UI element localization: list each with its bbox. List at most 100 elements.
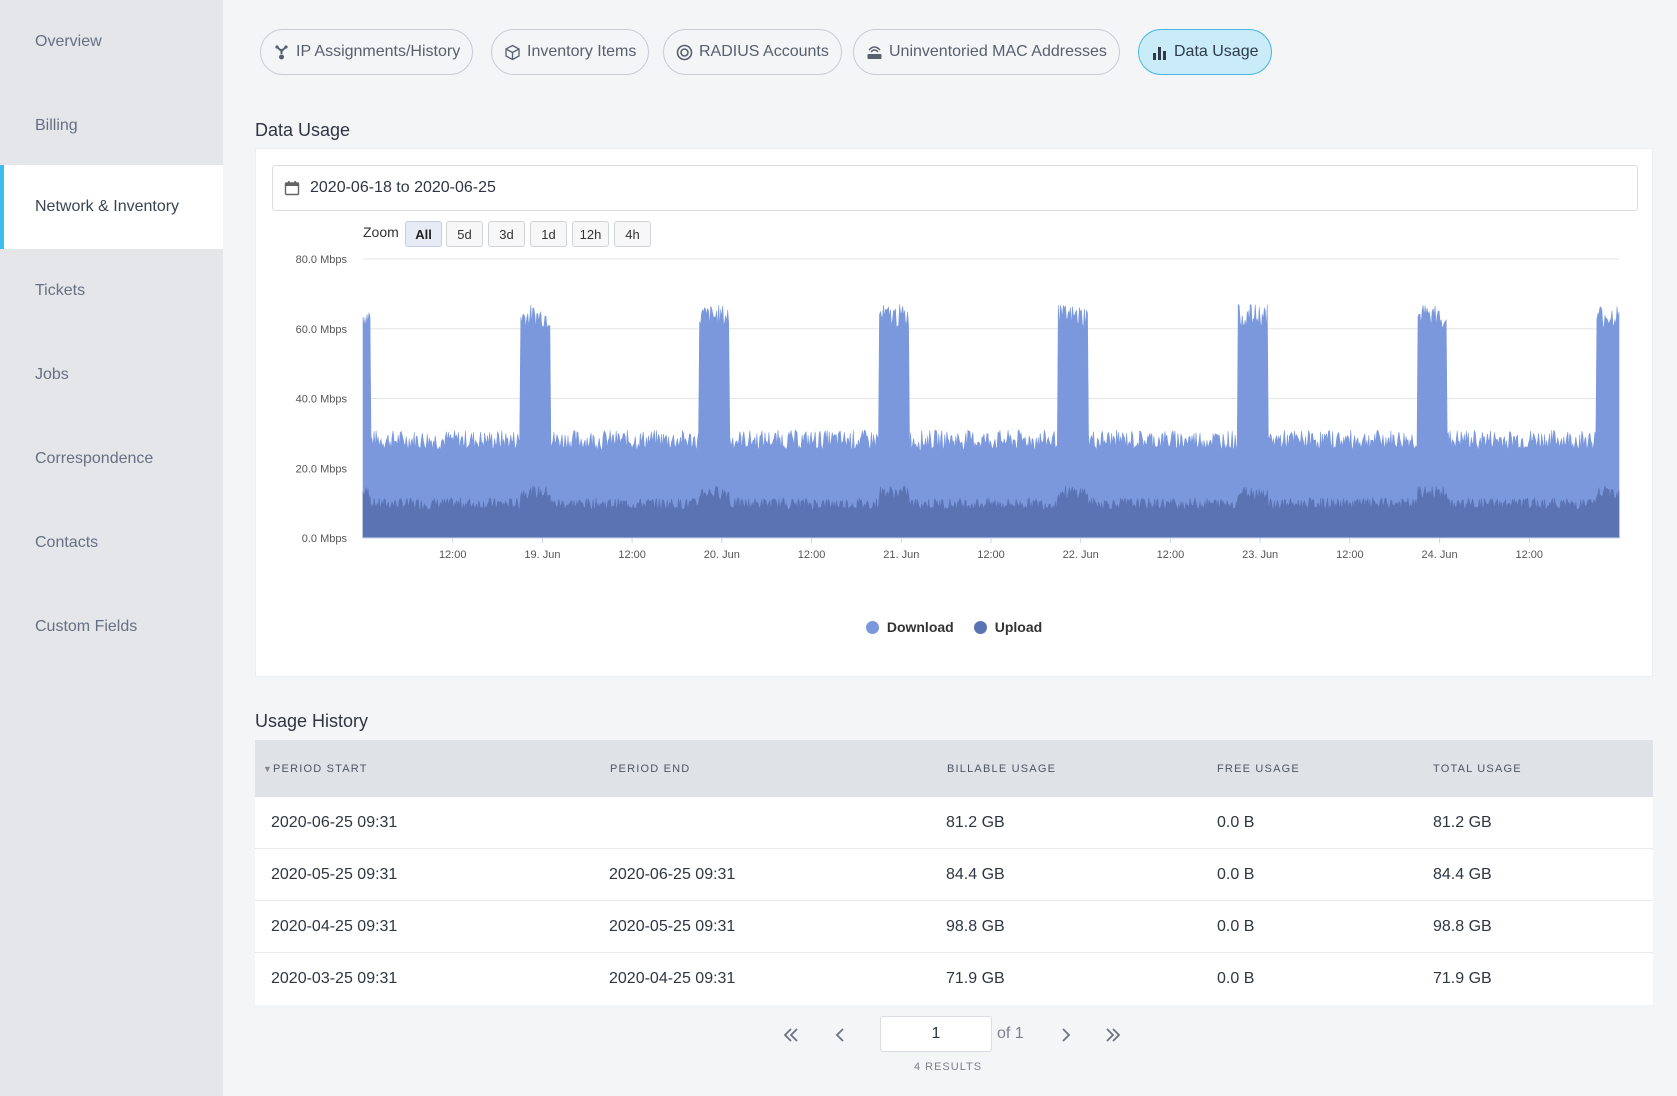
x-tick-label: 22. Jun xyxy=(1063,549,1099,561)
column-header-free-usage[interactable]: FREE USAGE xyxy=(1217,762,1300,775)
tab-label: Data Usage xyxy=(1174,43,1259,60)
x-tick-label: 12:00 xyxy=(798,549,826,561)
sidebar-item-custom-fields[interactable]: Custom Fields xyxy=(0,585,223,669)
sidebar: Overview Billing Network & Inventory Tic… xyxy=(0,0,223,1096)
tab-uninventoried-mac[interactable]: Uninventoried MAC Addresses xyxy=(853,29,1120,75)
column-header-total-usage[interactable]: TOTAL USAGE xyxy=(1433,762,1522,775)
column-header-period-end[interactable]: PERIOD END xyxy=(610,762,691,775)
x-tick-label: 23. Jun xyxy=(1242,549,1278,561)
legend-upload-dot xyxy=(973,620,987,634)
tab-inventory-items[interactable]: Inventory Items xyxy=(491,29,650,75)
box-icon xyxy=(504,44,521,61)
zoom-5d-button[interactable]: 5d xyxy=(446,221,483,247)
legend-download-dot xyxy=(865,620,879,634)
sidebar-item-correspondence[interactable]: Correspondence xyxy=(0,417,223,501)
x-tick-label: 19. Jun xyxy=(524,549,560,561)
chart-legend: Download Upload xyxy=(256,619,1652,635)
cell-free-usage: 0.0 B xyxy=(1217,865,1255,883)
table-header: ▼ PERIOD START PERIOD END BILLABLE USAGE… xyxy=(255,740,1653,797)
sidebar-item-overview[interactable]: Overview xyxy=(0,0,223,84)
table-row: 2020-04-25 09:31 2020-05-25 09:31 98.8 G… xyxy=(255,901,1653,953)
sidebar-item-tickets[interactable]: Tickets xyxy=(0,249,223,333)
tab-label: RADIUS Accounts xyxy=(699,43,829,60)
usage-history-title: Usage History xyxy=(255,711,369,731)
cell-billable-usage: 71.9 GB xyxy=(946,970,1005,987)
page-number-input[interactable] xyxy=(880,1016,992,1052)
last-page-button[interactable] xyxy=(1100,1022,1126,1048)
cell-period-end: 2020-05-25 09:31 xyxy=(609,917,736,935)
chevron-right-icon xyxy=(1062,1028,1071,1042)
next-page-button[interactable] xyxy=(1053,1022,1079,1048)
sidebar-item-label: Tickets xyxy=(35,282,86,299)
zoom-4h-button[interactable]: 4h xyxy=(614,221,651,247)
sort-icon[interactable]: ▼ xyxy=(263,763,274,774)
sidebar-item-network-inventory[interactable]: Network & Inventory xyxy=(0,165,223,249)
cell-period-end: 2020-04-25 09:31 xyxy=(609,970,736,987)
router-icon xyxy=(866,44,883,61)
column-header-period-start[interactable]: PERIOD START xyxy=(273,762,368,775)
first-page-button[interactable] xyxy=(778,1022,804,1048)
tab-label: IP Assignments/History xyxy=(296,43,461,60)
x-tick-label: 20. Jun xyxy=(704,549,740,561)
zoom-3d-button[interactable]: 3d xyxy=(488,221,525,247)
cell-total-usage: 84.4 GB xyxy=(1433,865,1492,883)
previous-page-button[interactable] xyxy=(827,1022,853,1048)
data-usage-title: Data Usage xyxy=(255,120,351,140)
zoom-12h-button[interactable]: 12h xyxy=(572,221,609,247)
cell-period-start: 2020-06-25 09:31 xyxy=(271,813,398,831)
zoom-all-button[interactable]: All xyxy=(405,221,442,247)
cell-period-start: 2020-04-25 09:31 xyxy=(271,917,398,935)
cell-period-start: 2020-03-25 09:31 xyxy=(271,970,398,987)
network-icon xyxy=(273,44,290,61)
legend-download[interactable]: Download xyxy=(865,619,954,635)
cell-period-start: 2020-05-25 09:31 xyxy=(271,865,398,883)
sidebar-item-billing[interactable]: Billing xyxy=(0,84,223,168)
x-tick-label: 12:00 xyxy=(618,549,646,561)
cell-total-usage: 81.2 GB xyxy=(1433,813,1492,831)
cell-total-usage: 98.8 GB xyxy=(1433,917,1492,935)
cell-billable-usage: 98.8 GB xyxy=(946,917,1005,935)
y-tick-label: 20.0 Mbps xyxy=(296,463,348,475)
download-series-area xyxy=(362,303,1620,539)
cell-free-usage: 0.0 B xyxy=(1217,813,1255,831)
zoom-1d-button[interactable]: 1d xyxy=(530,221,567,247)
cell-free-usage: 0.0 B xyxy=(1217,917,1255,935)
chart-card: 2020-06-18 to 2020-06-25 Zoom All 5d 3d … xyxy=(255,148,1653,677)
usage-history-table: ▼ PERIOD START PERIOD END BILLABLE USAGE… xyxy=(255,740,1653,1005)
tab-data-usage[interactable]: Data Usage xyxy=(1138,29,1272,75)
calendar-icon xyxy=(284,181,300,196)
sidebar-item-jobs[interactable]: Jobs xyxy=(0,333,223,417)
sidebar-item-label: Overview xyxy=(35,33,102,50)
cell-total-usage: 71.9 GB xyxy=(1433,970,1492,987)
date-range-picker[interactable]: 2020-06-18 to 2020-06-25 xyxy=(272,165,1638,211)
cell-billable-usage: 84.4 GB xyxy=(946,865,1005,883)
tab-radius-accounts[interactable]: RADIUS Accounts xyxy=(663,29,842,75)
sidebar-item-label: Jobs xyxy=(35,366,69,383)
chevron-left-icon xyxy=(835,1028,844,1042)
table-row: 2020-05-25 09:31 2020-06-25 09:31 84.4 G… xyxy=(255,849,1653,901)
double-chevron-left-icon xyxy=(783,1028,798,1042)
y-tick-label: 0.0 Mbps xyxy=(302,533,348,545)
results-count: 4 RESULTS xyxy=(913,1061,983,1073)
column-header-billable-usage[interactable]: BILLABLE USAGE xyxy=(947,762,1057,775)
upload-series-area xyxy=(362,485,1620,539)
tab-ip-assignments[interactable]: IP Assignments/History xyxy=(260,29,474,75)
cell-free-usage: 0.0 B xyxy=(1217,970,1255,987)
legend-upload-label: Upload xyxy=(994,619,1043,635)
tab-label: Uninventoried MAC Addresses xyxy=(889,43,1107,60)
x-tick-label: 24. Jun xyxy=(1422,549,1458,561)
y-tick-label: 80.0 Mbps xyxy=(296,254,348,266)
y-tick-label: 60.0 Mbps xyxy=(296,324,348,336)
sidebar-item-label: Contacts xyxy=(35,534,99,551)
cell-period-end: 2020-06-25 09:31 xyxy=(609,865,736,883)
x-tick-label: 12:00 xyxy=(1336,549,1364,561)
target-icon xyxy=(676,44,693,61)
cell-billable-usage: 81.2 GB xyxy=(946,813,1005,831)
double-chevron-right-icon xyxy=(1106,1028,1121,1042)
legend-upload[interactable]: Upload xyxy=(973,619,1043,635)
bar-chart-icon xyxy=(1151,44,1168,61)
sidebar-item-contacts[interactable]: Contacts xyxy=(0,501,223,585)
x-tick-label: 12:00 xyxy=(977,549,1005,561)
table-row: 2020-06-25 09:31 81.2 GB 0.0 B 81.2 GB xyxy=(255,797,1653,849)
x-tick-label: 12:00 xyxy=(1157,549,1185,561)
